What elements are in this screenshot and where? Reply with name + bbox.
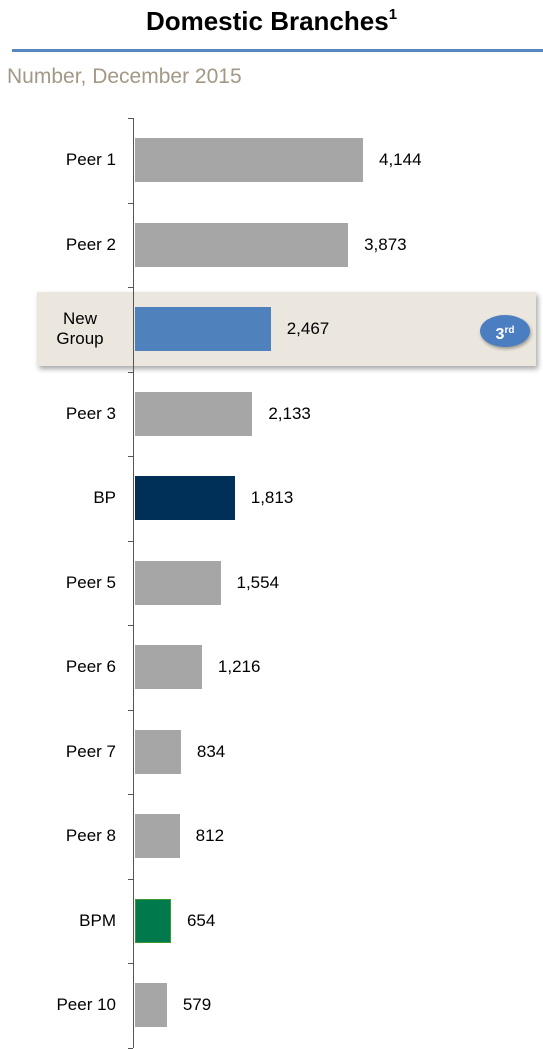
- axis-tick: [128, 709, 133, 711]
- subtitle: Number, December 2015: [7, 65, 242, 88]
- axis-tick: [128, 878, 133, 880]
- title-footnote: 1: [388, 6, 398, 23]
- bar: [135, 814, 180, 859]
- bar: [135, 560, 221, 605]
- axis-tick: [128, 540, 133, 542]
- category-label: Peer 10: [56, 995, 116, 1015]
- category-label: New Group: [56, 309, 104, 349]
- rank-suffix: rd: [504, 325, 515, 337]
- value-label: 4,144: [379, 150, 422, 170]
- rank-number: 3: [495, 326, 505, 344]
- axis-tick: [128, 794, 133, 795]
- category-label: Peer 8: [65, 826, 116, 846]
- category-label: BP: [93, 488, 116, 508]
- value-label: 1,813: [250, 488, 294, 508]
- value-label: 2,467: [286, 319, 330, 339]
- title-rule: [12, 49, 543, 52]
- bar: [135, 476, 235, 521]
- bar: [135, 307, 271, 352]
- value-label: 834: [196, 741, 226, 761]
- axis-tick: [128, 287, 133, 288]
- category-label: Peer 3: [65, 403, 116, 423]
- axis-tick: [128, 118, 133, 119]
- value-label: 812: [195, 826, 225, 846]
- bar: [135, 983, 167, 1028]
- axis-tick: [128, 625, 133, 626]
- category-label: Peer 5: [65, 572, 116, 592]
- bar: [135, 729, 181, 774]
- value-label: 1,554: [236, 572, 280, 592]
- value-label: 579: [182, 995, 212, 1015]
- axis-tick: [128, 202, 133, 204]
- axis-tick: [128, 371, 133, 373]
- bar: [135, 391, 253, 436]
- category-label: Peer 7: [65, 741, 116, 761]
- axis-line: [133, 118, 134, 1048]
- value-label: 654: [186, 910, 216, 930]
- bar: [135, 222, 349, 267]
- chart-title: Domestic Branches1: [0, 6, 543, 37]
- title-text: Domestic Branches: [145, 6, 389, 36]
- value-label: 1,216: [217, 657, 261, 677]
- highlight-band: [37, 292, 536, 367]
- axis-tick: [128, 963, 133, 964]
- category-label: Peer 2: [65, 234, 116, 254]
- axis-tick: [128, 456, 133, 457]
- bar: [135, 645, 202, 690]
- category-label: Peer 6: [65, 657, 116, 677]
- bar: [135, 138, 363, 183]
- value-label: 3,873: [364, 234, 407, 254]
- category-label: Peer 1: [65, 150, 116, 170]
- value-label: 2,133: [268, 403, 311, 423]
- category-label: BPM: [79, 910, 116, 930]
- rank-badge: 3rd: [480, 315, 530, 348]
- bar: [135, 898, 171, 943]
